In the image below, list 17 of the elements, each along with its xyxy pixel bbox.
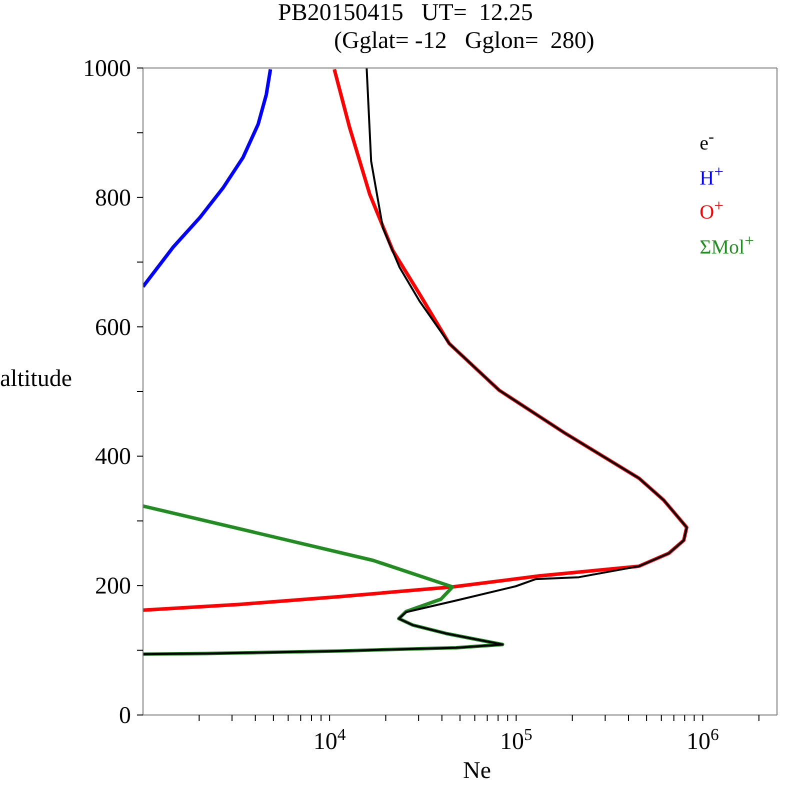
x-tick-label: 10$^{6}$ (686, 724, 719, 755)
x-tick-label: 10$^{5}$ (500, 724, 532, 755)
y-tick-label: 600 (95, 314, 131, 341)
x-tick-label: 10$^{4}$ (313, 724, 346, 755)
y-tick-label: 1000 (83, 56, 131, 82)
y-tick-label: 0 (119, 703, 131, 729)
text: O$^{+}$ (700, 195, 724, 226)
y-tick-label: 400 (95, 444, 131, 470)
y-tick-label: 200 (95, 574, 131, 600)
text: e$^{-}$ (700, 126, 716, 157)
y-axis-title: altitude (0, 366, 72, 393)
text: ΣMol$^{+}$ (700, 230, 754, 261)
text: H$^{+}$ (700, 160, 724, 192)
chart-title: PB20150415 UT= 12.25 (278, 0, 533, 27)
y-tick-label: 800 (95, 185, 131, 212)
chart-subtitle: (Gglat= -12 Gglon= 280) (334, 28, 594, 55)
x-axis-title: Ne (463, 758, 491, 785)
